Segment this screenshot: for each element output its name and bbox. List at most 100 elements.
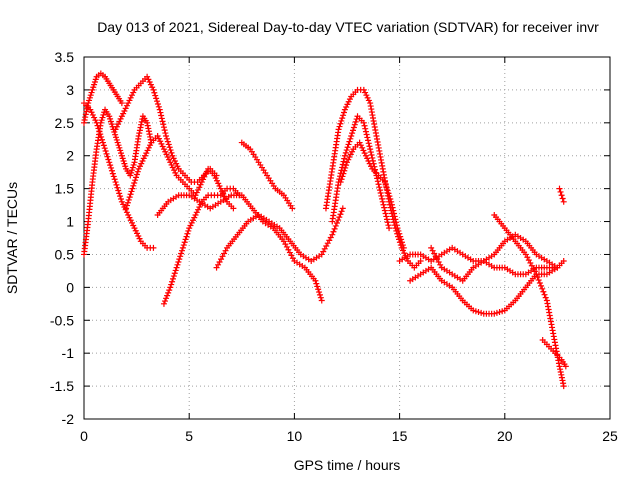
data-point [118,113,125,120]
data-point [111,129,118,136]
data-point [107,162,114,169]
data-point [173,160,180,167]
data-point [361,150,368,157]
data-point [493,309,500,316]
data-point [340,112,347,119]
data-point [120,157,127,164]
y-tick-label: 3.5 [55,49,75,65]
data-point [100,142,107,149]
data-point [112,126,119,133]
data-point [147,81,154,88]
data-point [117,115,124,122]
data-point [399,239,406,246]
data-point [556,363,563,370]
x-tick-label: 20 [497,428,513,444]
data-point [383,213,390,220]
data-point [163,151,170,158]
data-point [236,192,243,199]
data-point [158,140,165,147]
data-point [107,115,114,122]
data-point [102,148,109,155]
data-point [128,169,135,176]
data-point [169,275,176,282]
data-point [191,214,198,221]
data-point [182,236,189,243]
data-point [84,105,91,112]
data-point [101,145,108,152]
data-point [314,283,321,290]
data-point [98,117,105,124]
data-point [145,125,152,132]
data-point [374,178,381,185]
data-point [557,188,564,195]
data-point [390,207,397,214]
data-point [164,154,171,161]
data-point [394,225,401,232]
data-point [346,154,353,161]
data-point [344,101,351,108]
y-tick-label: -1.5 [50,378,74,394]
data-point [144,122,151,129]
data-point [337,211,344,218]
data-point [562,363,569,370]
data-point [132,177,139,184]
data-point [365,157,372,164]
data-point [345,141,352,148]
data-point [178,247,185,254]
data-point [360,86,367,93]
data-point [389,204,396,211]
data-point [360,119,367,126]
data-point [131,225,138,232]
y-tick-label: -1 [62,345,75,361]
data-point [126,214,133,221]
data-point [168,281,175,288]
x-tick-label: 0 [80,428,88,444]
data-point [168,149,175,156]
data-point [383,184,390,191]
data-point [115,142,122,149]
x-axis-label: GPS time / hours [294,457,401,473]
data-point [128,92,135,99]
data-point [388,201,395,208]
data-point [160,124,167,131]
data-point [346,96,353,103]
data-point [177,253,184,260]
data-point [360,147,367,154]
data-point [112,131,119,138]
series-trace [112,73,220,186]
data-point [158,115,165,122]
data-point [338,117,345,124]
data-point [401,250,408,257]
data-point [118,152,125,159]
data-point [385,190,392,197]
data-point [472,308,479,315]
data-point [165,289,172,296]
data-point [146,79,153,86]
data-point [536,279,543,286]
data-point [215,180,222,187]
data-point [117,147,124,154]
data-point [359,144,366,151]
data-point [145,144,152,151]
data-point [385,222,392,229]
data-point [138,160,145,167]
data-point [339,173,346,180]
data-point [380,201,387,208]
data-point [158,112,165,119]
data-point [362,125,369,132]
data-point [130,161,137,168]
data-point [167,159,174,166]
data-point [120,110,127,117]
data-point [382,210,389,217]
data-point [116,144,123,151]
data-point [137,124,144,131]
data-point [162,130,169,137]
data-point [83,108,90,115]
data-point [381,179,388,186]
plot-frame [83,56,611,420]
data-point [157,138,164,145]
data-point [113,123,120,130]
data-point [201,173,208,180]
data-point [147,142,154,149]
y-tick-label: 2 [66,148,74,164]
